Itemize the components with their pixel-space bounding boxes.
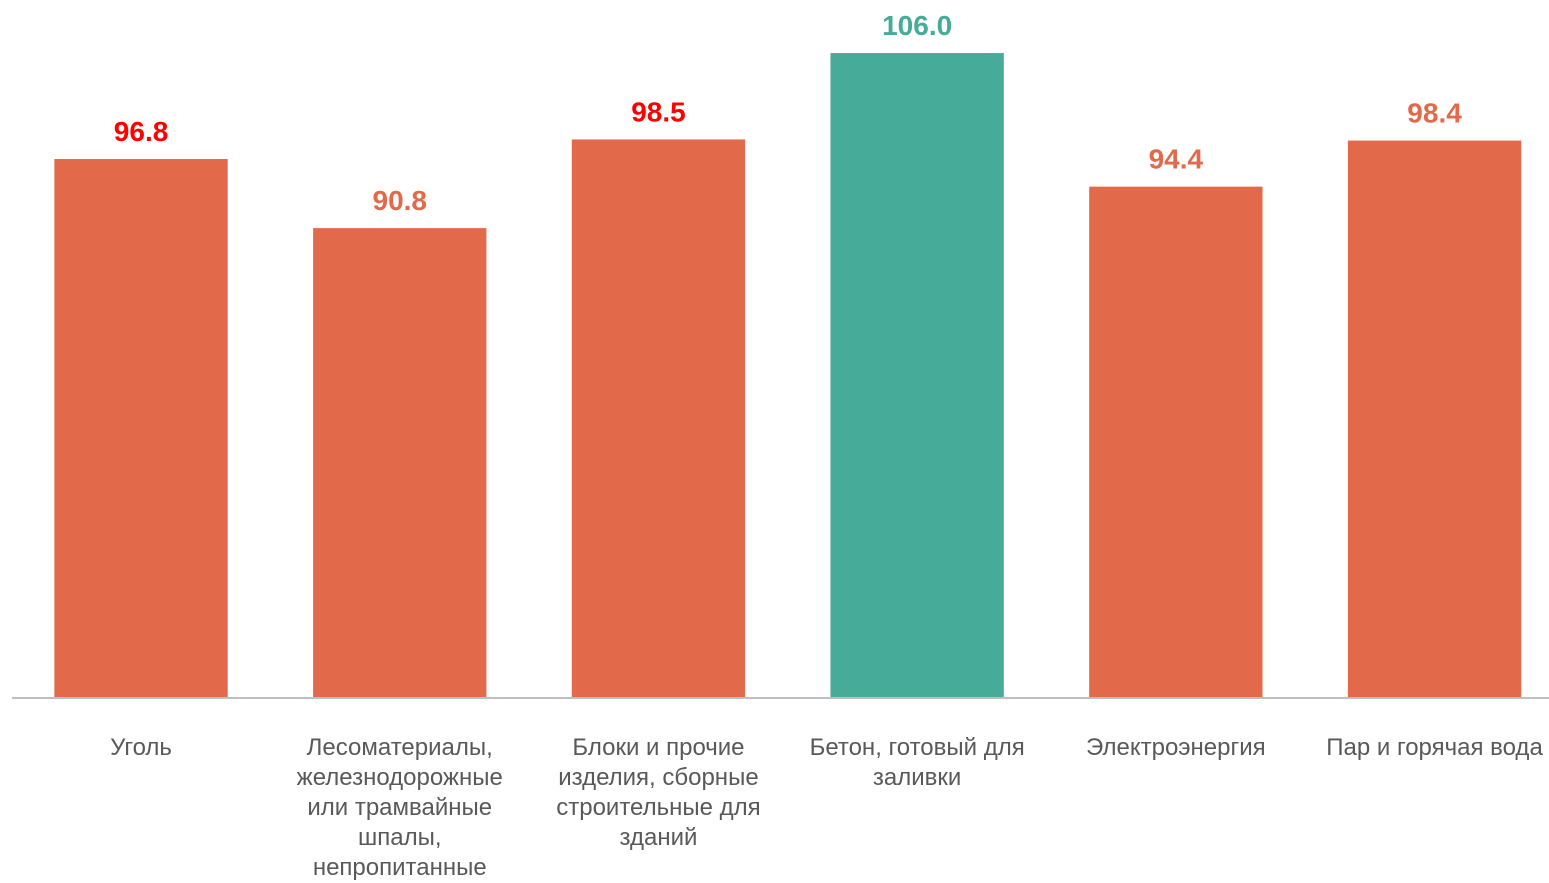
x-tick-label: Электроэнергия (1086, 734, 1266, 761)
bar (830, 53, 1004, 699)
x-tick-label: Лесоматериалы, железнодорожные или трамв… (296, 734, 503, 881)
x-tick-label: Пар и горячая вода (1326, 734, 1543, 761)
data-label: 96.8 (114, 116, 169, 147)
data-label: 90.8 (373, 185, 428, 216)
x-tick-label: Бетон, готовый для заливки (809, 734, 1025, 791)
x-tick-label: Блоки и прочие изделия, сборные строител… (556, 734, 761, 851)
bar (1347, 140, 1522, 699)
data-label: 94.4 (1149, 144, 1204, 175)
data-label: 106.0 (882, 10, 952, 41)
x-tick-label: Уголь (110, 734, 172, 761)
bar (1089, 186, 1263, 698)
bar (313, 228, 487, 698)
bar (571, 139, 746, 699)
data-label: 98.4 (1407, 98, 1462, 129)
data-label: 98.5 (631, 96, 686, 127)
bar (54, 159, 228, 698)
